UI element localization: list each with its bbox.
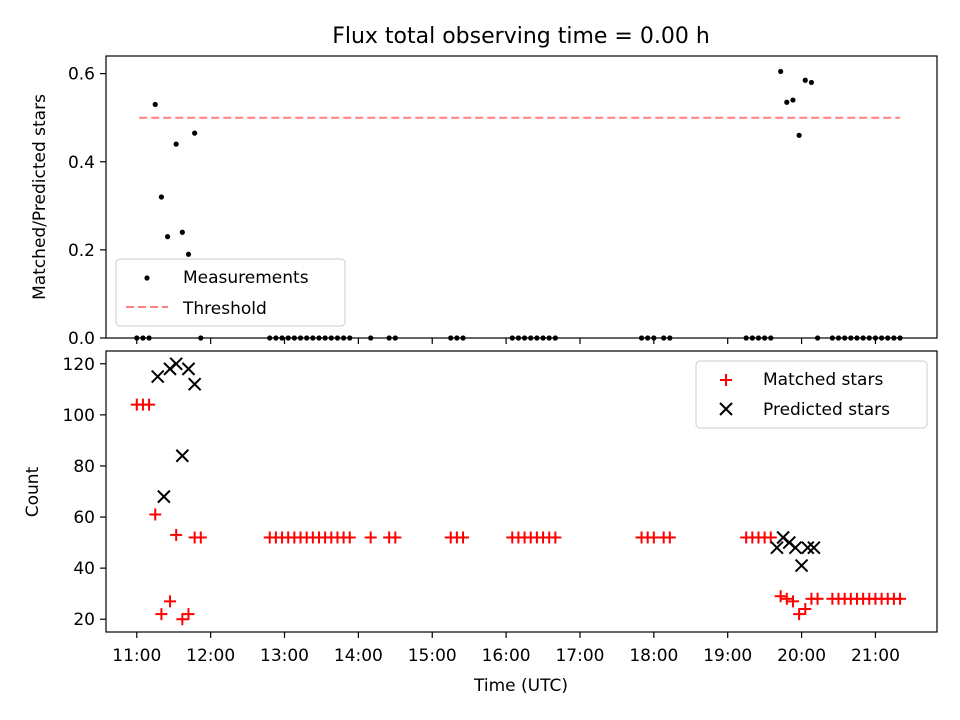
matched-stars-point (894, 592, 907, 605)
matched-stars-point (149, 508, 162, 521)
x-tick-label: 20:00 (777, 646, 826, 666)
bottom-x-ticks: 11:00 12:00 13:00 14:00 15:00 16:00 17:00 18:00… (112, 632, 900, 666)
x-tick-label: 11:00 (112, 646, 161, 666)
bottom-y-tick-label: 40 (73, 559, 95, 579)
matched-stars-point (155, 608, 168, 621)
predicted-stars-point (187, 377, 202, 391)
bottom-y-tick-label: 60 (73, 508, 95, 528)
legend-measurements-marker (144, 275, 150, 281)
bottom-legend: Matched stars Predicted stars (695, 360, 928, 429)
bottom-y-ticks: 20 40 60 80 100 120 (63, 355, 106, 630)
x-tick-label: 15:00 (408, 646, 457, 666)
matched-stars-point (170, 528, 183, 541)
measurement-point (808, 79, 815, 86)
bottom-y-tick-label: 20 (73, 610, 95, 630)
bottom-y-tick-label: 80 (73, 457, 95, 477)
top-plot-frame (105, 55, 938, 339)
predicted-stars-point (794, 558, 809, 573)
matched-stars-point (549, 531, 562, 544)
top-y-axis-label: Matched/Predicted stars (30, 94, 50, 300)
measurement-point (152, 101, 158, 108)
matched-stars-point (793, 608, 806, 621)
top-legend-box (115, 258, 346, 327)
matched-stars-point (799, 603, 812, 616)
top-y-tick-label: 0.4 (68, 153, 95, 173)
matched-stars-point (774, 590, 787, 603)
top-y-tick-label: 0.2 (68, 241, 95, 261)
x-tick-label: 16:00 (482, 646, 531, 666)
matched-stars-point (663, 531, 676, 544)
measurement-point (802, 77, 808, 83)
predicted-stars-point (181, 362, 196, 376)
x-tick-label: 13:00 (260, 646, 309, 666)
predicted-stars-point (801, 540, 815, 555)
predicted-stars-point (175, 449, 190, 463)
predicted-stars-point (770, 540, 784, 555)
top-y-tick-label: 0.6 (68, 65, 95, 85)
measurement-point (179, 229, 185, 235)
matched-stars-point (343, 531, 356, 544)
top-legend: Measurements Threshold (115, 258, 346, 327)
x-tick-label: 19:00 (703, 646, 752, 666)
matched-stars-point (143, 398, 156, 411)
matched-stars-point (780, 592, 793, 605)
x-axis-label: Time (UTC) (473, 676, 568, 696)
x-tick-label: 17:00 (555, 646, 604, 666)
measurement-point (173, 141, 179, 147)
matched-stars-point (182, 608, 195, 621)
matched-stars-point (176, 613, 189, 626)
x-tick-label: 12:00 (186, 646, 235, 666)
measurement-point (790, 97, 796, 103)
matched-stars-point (811, 592, 824, 605)
legend-threshold-label: Threshold (182, 299, 267, 319)
legend-predicted-label: Predicted stars (763, 400, 890, 420)
predicted-stars-point (150, 369, 165, 384)
x-tick-label: 14:00 (334, 646, 383, 666)
legend-matched-label: Matched stars (763, 370, 883, 390)
matched-stars-point (164, 595, 177, 608)
measurement-point (778, 68, 784, 75)
matched-stars-point (389, 531, 402, 544)
predicted-stars-point (788, 540, 803, 555)
x-tick-label: 21:00 (851, 646, 900, 666)
measurement-point (784, 99, 790, 105)
matched-stars-point (764, 531, 777, 544)
measurement-point (192, 130, 198, 136)
chart-title: Flux total observing time = 0.00 h (332, 24, 710, 49)
top-y-ticks: 0.0 0.2 0.4 0.6 (68, 65, 106, 349)
bottom-y-tick-label: 100 (63, 406, 95, 426)
legend-measurements-label: Measurements (183, 268, 309, 288)
bottom-y-tick-label: 120 (63, 355, 95, 375)
predicted-stars-point (169, 357, 183, 371)
predicted-stars-point (157, 489, 171, 504)
predicted-stars-point (807, 540, 821, 555)
measurement-point (185, 251, 192, 257)
matched-stars-point (457, 531, 470, 544)
bottom-plot-frame (105, 350, 938, 633)
measurement-point (158, 194, 164, 200)
top-y-tick-label: 0.0 (68, 329, 95, 349)
matched-stars-point (364, 531, 377, 544)
measurement-point (164, 234, 171, 240)
bottom-legend-box (695, 360, 928, 429)
legend-matched-marker (720, 374, 732, 386)
legend-predicted-marker (719, 402, 733, 416)
x-tick-label: 18:00 (629, 646, 678, 666)
bottom-plot-marks (130, 357, 907, 626)
measurement-point (796, 132, 802, 138)
matched-stars-point (194, 531, 207, 544)
bottom-y-axis-label: Count (23, 466, 43, 517)
matched-stars-point (786, 595, 799, 608)
